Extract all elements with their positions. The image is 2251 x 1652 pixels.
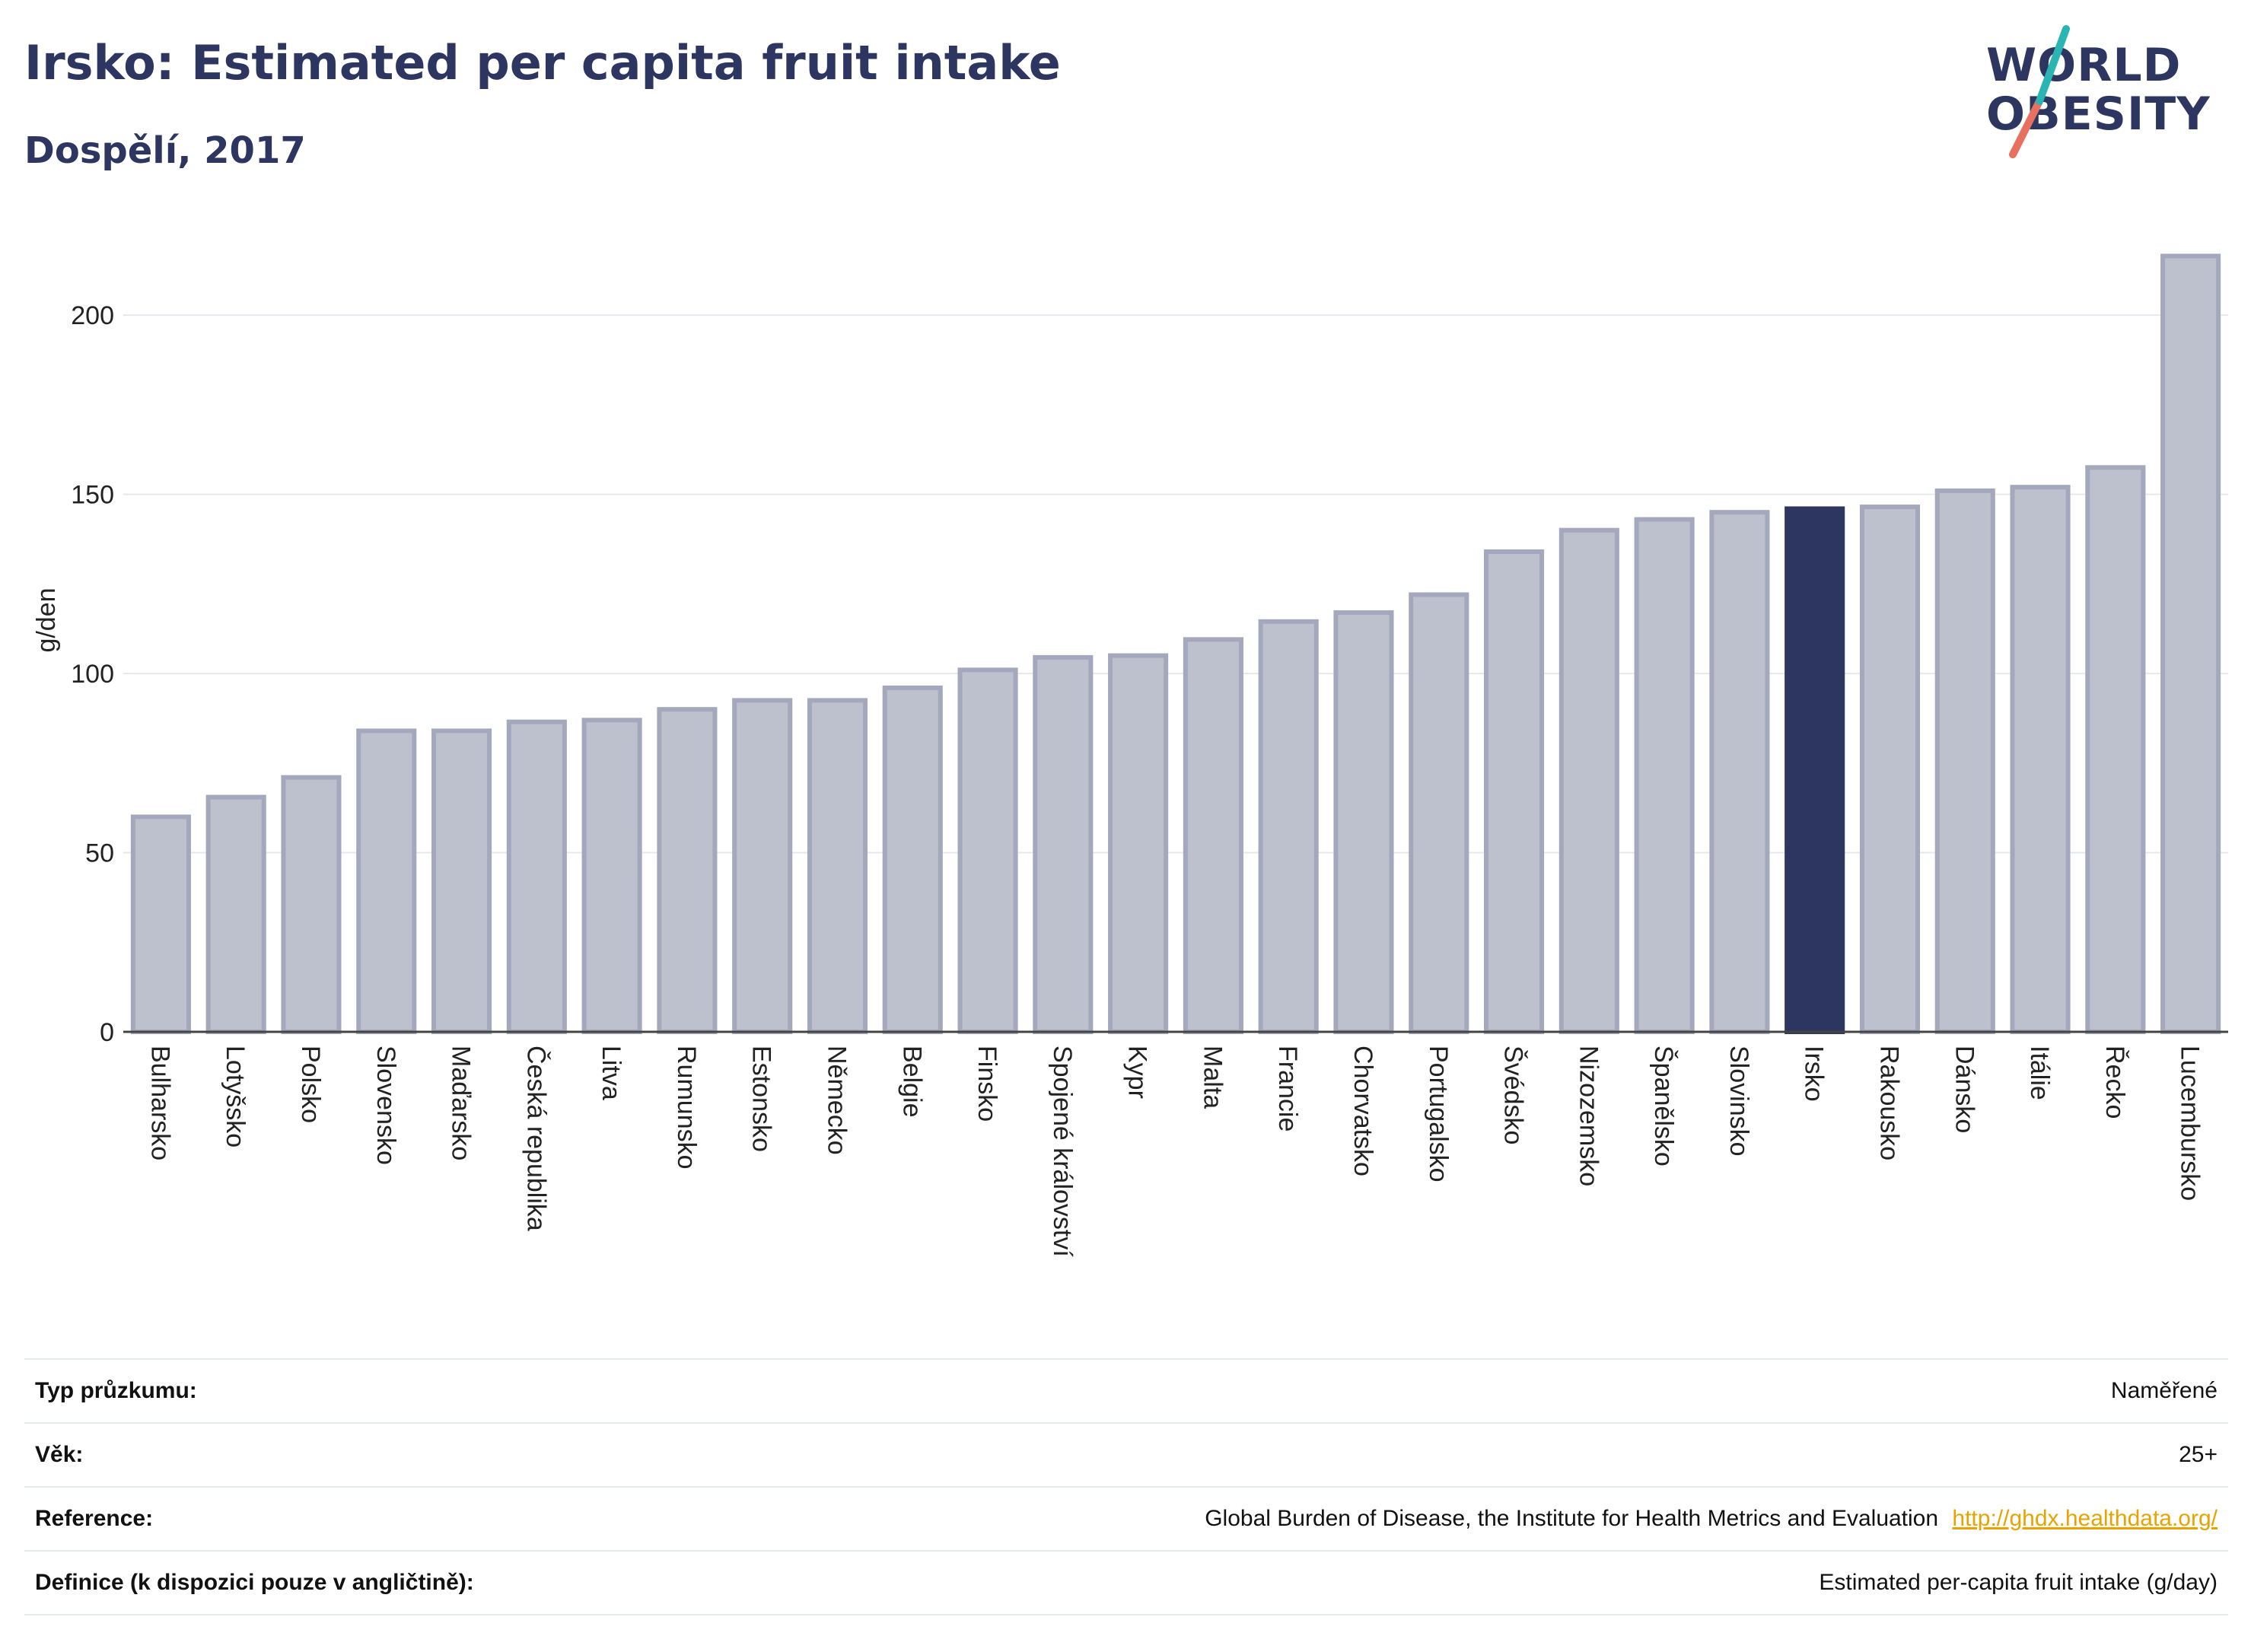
meta-value: Naměřené (2110, 1378, 2218, 1403)
reference-text: Global Burden of Disease, the Institute … (1205, 1506, 1939, 1531)
bar (1634, 517, 1695, 1035)
x-tick-label: Polsko (296, 1046, 325, 1123)
bar (657, 707, 718, 1034)
chart-title: Irsko: Estimated per capita fruit intake (24, 35, 1061, 91)
bar (957, 667, 1018, 1035)
bar (581, 718, 642, 1034)
y-axis-label: g/den (32, 587, 61, 652)
bar (1183, 637, 1243, 1034)
bar (130, 814, 191, 1034)
y-tick-label: 0 (100, 1018, 114, 1047)
x-tick-label: Španělsko (1649, 1046, 1678, 1167)
meta-row-age: Věk: 25+ (24, 1424, 2228, 1488)
world-obesity-logo: WORLD OBESITY (1986, 21, 2237, 166)
bar (281, 775, 342, 1034)
chart-subtitle: Dospělí, 2017 (24, 129, 306, 172)
bar (1934, 488, 1995, 1035)
bar (506, 719, 567, 1034)
meta-key: Typ průzkumu: (35, 1378, 197, 1403)
bar (1333, 610, 1394, 1034)
bar-chart: 0 50 100 150 200 Bulharsko Lotyšsko Polsko Slove… (32, 253, 2228, 1257)
bar-highlighted (1785, 506, 1845, 1034)
meta-row-reference: Reference: Global Burden of Disease, the… (24, 1488, 2228, 1552)
axes: 0 50 100 150 200 Bulharsko Lotyšsko Polsko Slove… (71, 301, 2228, 1257)
meta-row-survey-type: Typ průzkumu: Naměřené (24, 1360, 2228, 1424)
x-tick-label: Belgie (897, 1046, 926, 1118)
x-tick-label: Nizozemsko (1574, 1046, 1603, 1186)
logo-slash-icon (2009, 25, 2070, 158)
bar (2085, 465, 2146, 1034)
x-tick-label: Německo (822, 1046, 851, 1155)
bar (1559, 527, 1619, 1034)
bar (356, 728, 417, 1034)
x-tick-label: Itálie (2025, 1046, 2054, 1100)
x-tick-label: Spojené království (1048, 1046, 1077, 1257)
metadata-table: Typ průzkumu: Naměřené Věk: 25+ Referenc… (24, 1358, 2228, 1615)
logo-line-1: WORLD (1986, 39, 2182, 92)
x-tick-label: Česká republika (521, 1046, 550, 1231)
meta-key: Reference: (35, 1506, 154, 1531)
bar (205, 794, 266, 1035)
x-tick-label: Estonsko (747, 1046, 776, 1152)
y-tick-label: 100 (71, 660, 114, 689)
x-tick-label: Rakousko (1874, 1046, 1903, 1160)
x-tick-label: Kypr (1123, 1046, 1152, 1099)
bar (431, 728, 492, 1034)
y-tick-label: 200 (71, 301, 114, 330)
meta-value: Estimated per-capita fruit intake (g/day… (1819, 1570, 2218, 1595)
meta-key: Věk: (35, 1442, 84, 1467)
x-tick-label: Lotyšsko (221, 1046, 250, 1147)
bar (1108, 653, 1169, 1035)
bar (1483, 549, 1545, 1034)
bar (1409, 592, 1469, 1034)
y-tick-label: 150 (71, 481, 114, 510)
x-tick-label: Bulharsko (145, 1046, 174, 1160)
y-tick-label: 50 (85, 839, 114, 868)
meta-key: Definice (k dispozici pouze v angličtině… (35, 1570, 474, 1595)
bar (2160, 253, 2221, 1035)
x-tick-label: Portugalsko (1424, 1046, 1453, 1183)
x-tick-label: Malta (1198, 1046, 1227, 1109)
x-tick-label: Chorvatsko (1348, 1046, 1377, 1176)
bar (1258, 619, 1319, 1034)
meta-value: Global Burden of Disease, the Institute … (1205, 1506, 2218, 1532)
x-tick-label: Řecko (2100, 1046, 2129, 1119)
bar (1859, 505, 1921, 1035)
bar (1709, 510, 1770, 1034)
x-tick-label: Švédsko (1499, 1046, 1528, 1144)
meta-row-definition: Definice (k dispozici pouze v angličtině… (24, 1552, 2228, 1615)
x-tick-label: Maďarsko (447, 1046, 476, 1160)
x-tick-label: Finsko (973, 1046, 1001, 1122)
bar (1033, 654, 1094, 1035)
reference-link[interactable]: http://ghdx.healthdata.org/ (1952, 1506, 2218, 1531)
x-tick-label: Francie (1273, 1046, 1302, 1132)
x-tick-label: Rumunsko (672, 1046, 701, 1170)
meta-value: 25+ (2179, 1442, 2218, 1467)
x-tick-label: Slovensko (371, 1046, 400, 1165)
bars (130, 253, 2221, 1035)
x-tick-label: Irsko (1800, 1046, 1829, 1102)
bar (882, 685, 943, 1034)
bar (2010, 485, 2071, 1034)
bar (732, 698, 793, 1035)
x-tick-label: Dánsko (1950, 1046, 1979, 1133)
bar (807, 698, 868, 1035)
x-tick-label: Lucembursko (2176, 1046, 2205, 1201)
x-tick-label: Slovinsko (1724, 1046, 1753, 1157)
x-tick-label: Litva (597, 1046, 626, 1100)
